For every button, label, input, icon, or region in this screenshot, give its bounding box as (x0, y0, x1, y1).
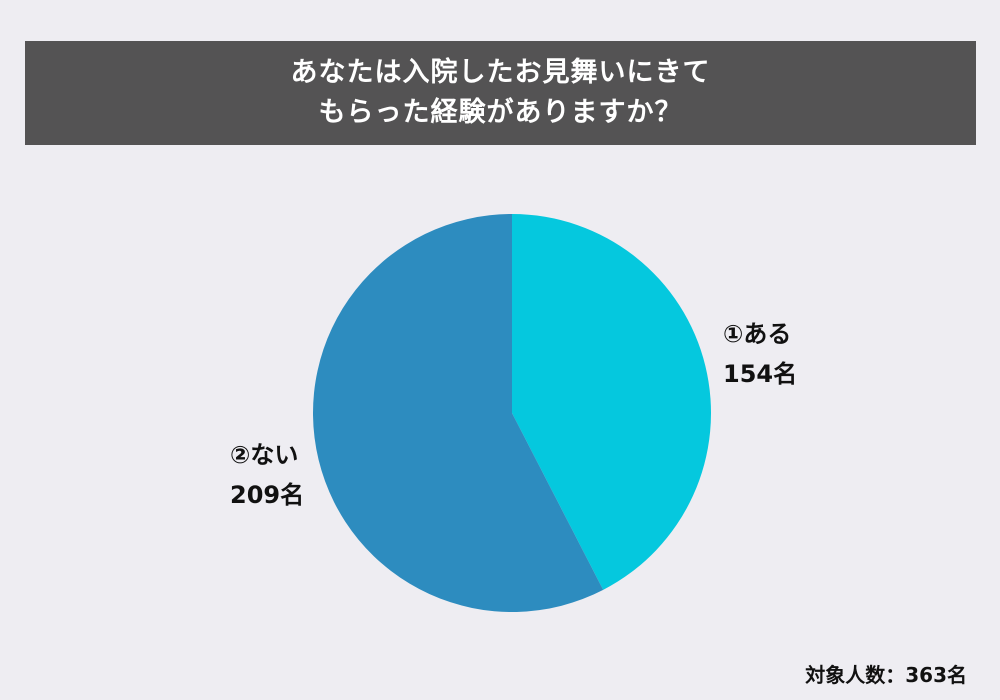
slice-label-nai-count: 209名 (230, 481, 305, 509)
pie-slice-aru (512, 214, 711, 590)
pie-slice-nai (312, 214, 604, 612)
slice-label-aru: ①ある 154名 (723, 314, 797, 394)
slice-label-aru-count: 154名 (723, 360, 798, 388)
slice-label-nai-name: ②ない (230, 441, 299, 469)
chart-title-line-2: もらった経験がありますか？ (318, 97, 683, 128)
chart-title-banner: あなたは入院したお見舞いにきて もらった経験がありますか？ (25, 41, 976, 145)
respondent-count: 対象人数：363名 (805, 663, 967, 687)
slice-label-aru-name: ①ある (723, 320, 792, 348)
slice-label-nai: ②ない 209名 (230, 435, 304, 515)
chart-title-line-1: あなたは入院したお見舞いにきて (290, 57, 711, 88)
